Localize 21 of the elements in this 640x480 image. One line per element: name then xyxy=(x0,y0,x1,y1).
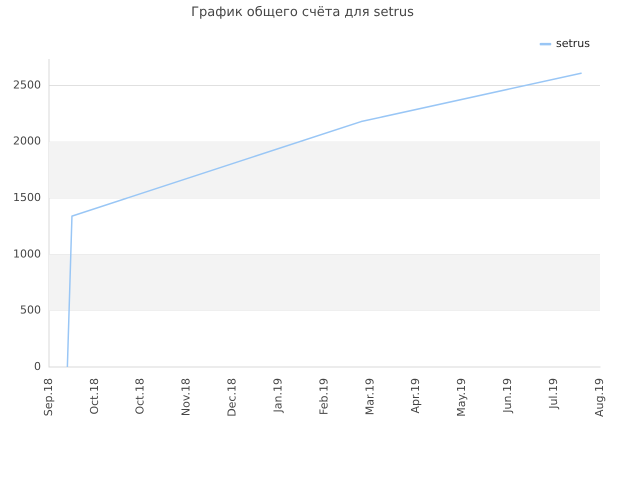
x-tick-label: Apr.19 xyxy=(409,378,422,414)
legend-label: setrus xyxy=(556,36,590,50)
y-tick-label: 2500 xyxy=(12,78,41,92)
y-tick-label: 2000 xyxy=(12,134,41,148)
y-tick-label: 1500 xyxy=(12,190,41,204)
x-tick-label: Jul.19 xyxy=(546,378,560,410)
chart-title: График общего счёта для setrus xyxy=(191,5,414,20)
y-tick-label: 0 xyxy=(34,360,41,373)
x-tick-label: Dec.18 xyxy=(226,378,239,417)
x-tick-label: Nov.18 xyxy=(180,378,193,416)
y-tick-label: 1000 xyxy=(12,247,41,260)
x-tick-label: Jan.19 xyxy=(271,378,284,414)
x-tick-label: Aug.19 xyxy=(592,378,606,418)
x-tick-label: Oct.18 xyxy=(88,378,101,415)
x-tick-label: Jun.19 xyxy=(501,378,514,414)
x-tick-label: Sep.18 xyxy=(42,378,55,416)
x-tick-label: Feb.19 xyxy=(317,378,330,416)
x-tick-label: Mar.19 xyxy=(363,378,376,416)
x-tick-label: May.19 xyxy=(455,378,468,417)
y-tick-label: 500 xyxy=(20,304,41,317)
x-tick-label: Oct.18 xyxy=(134,378,147,415)
